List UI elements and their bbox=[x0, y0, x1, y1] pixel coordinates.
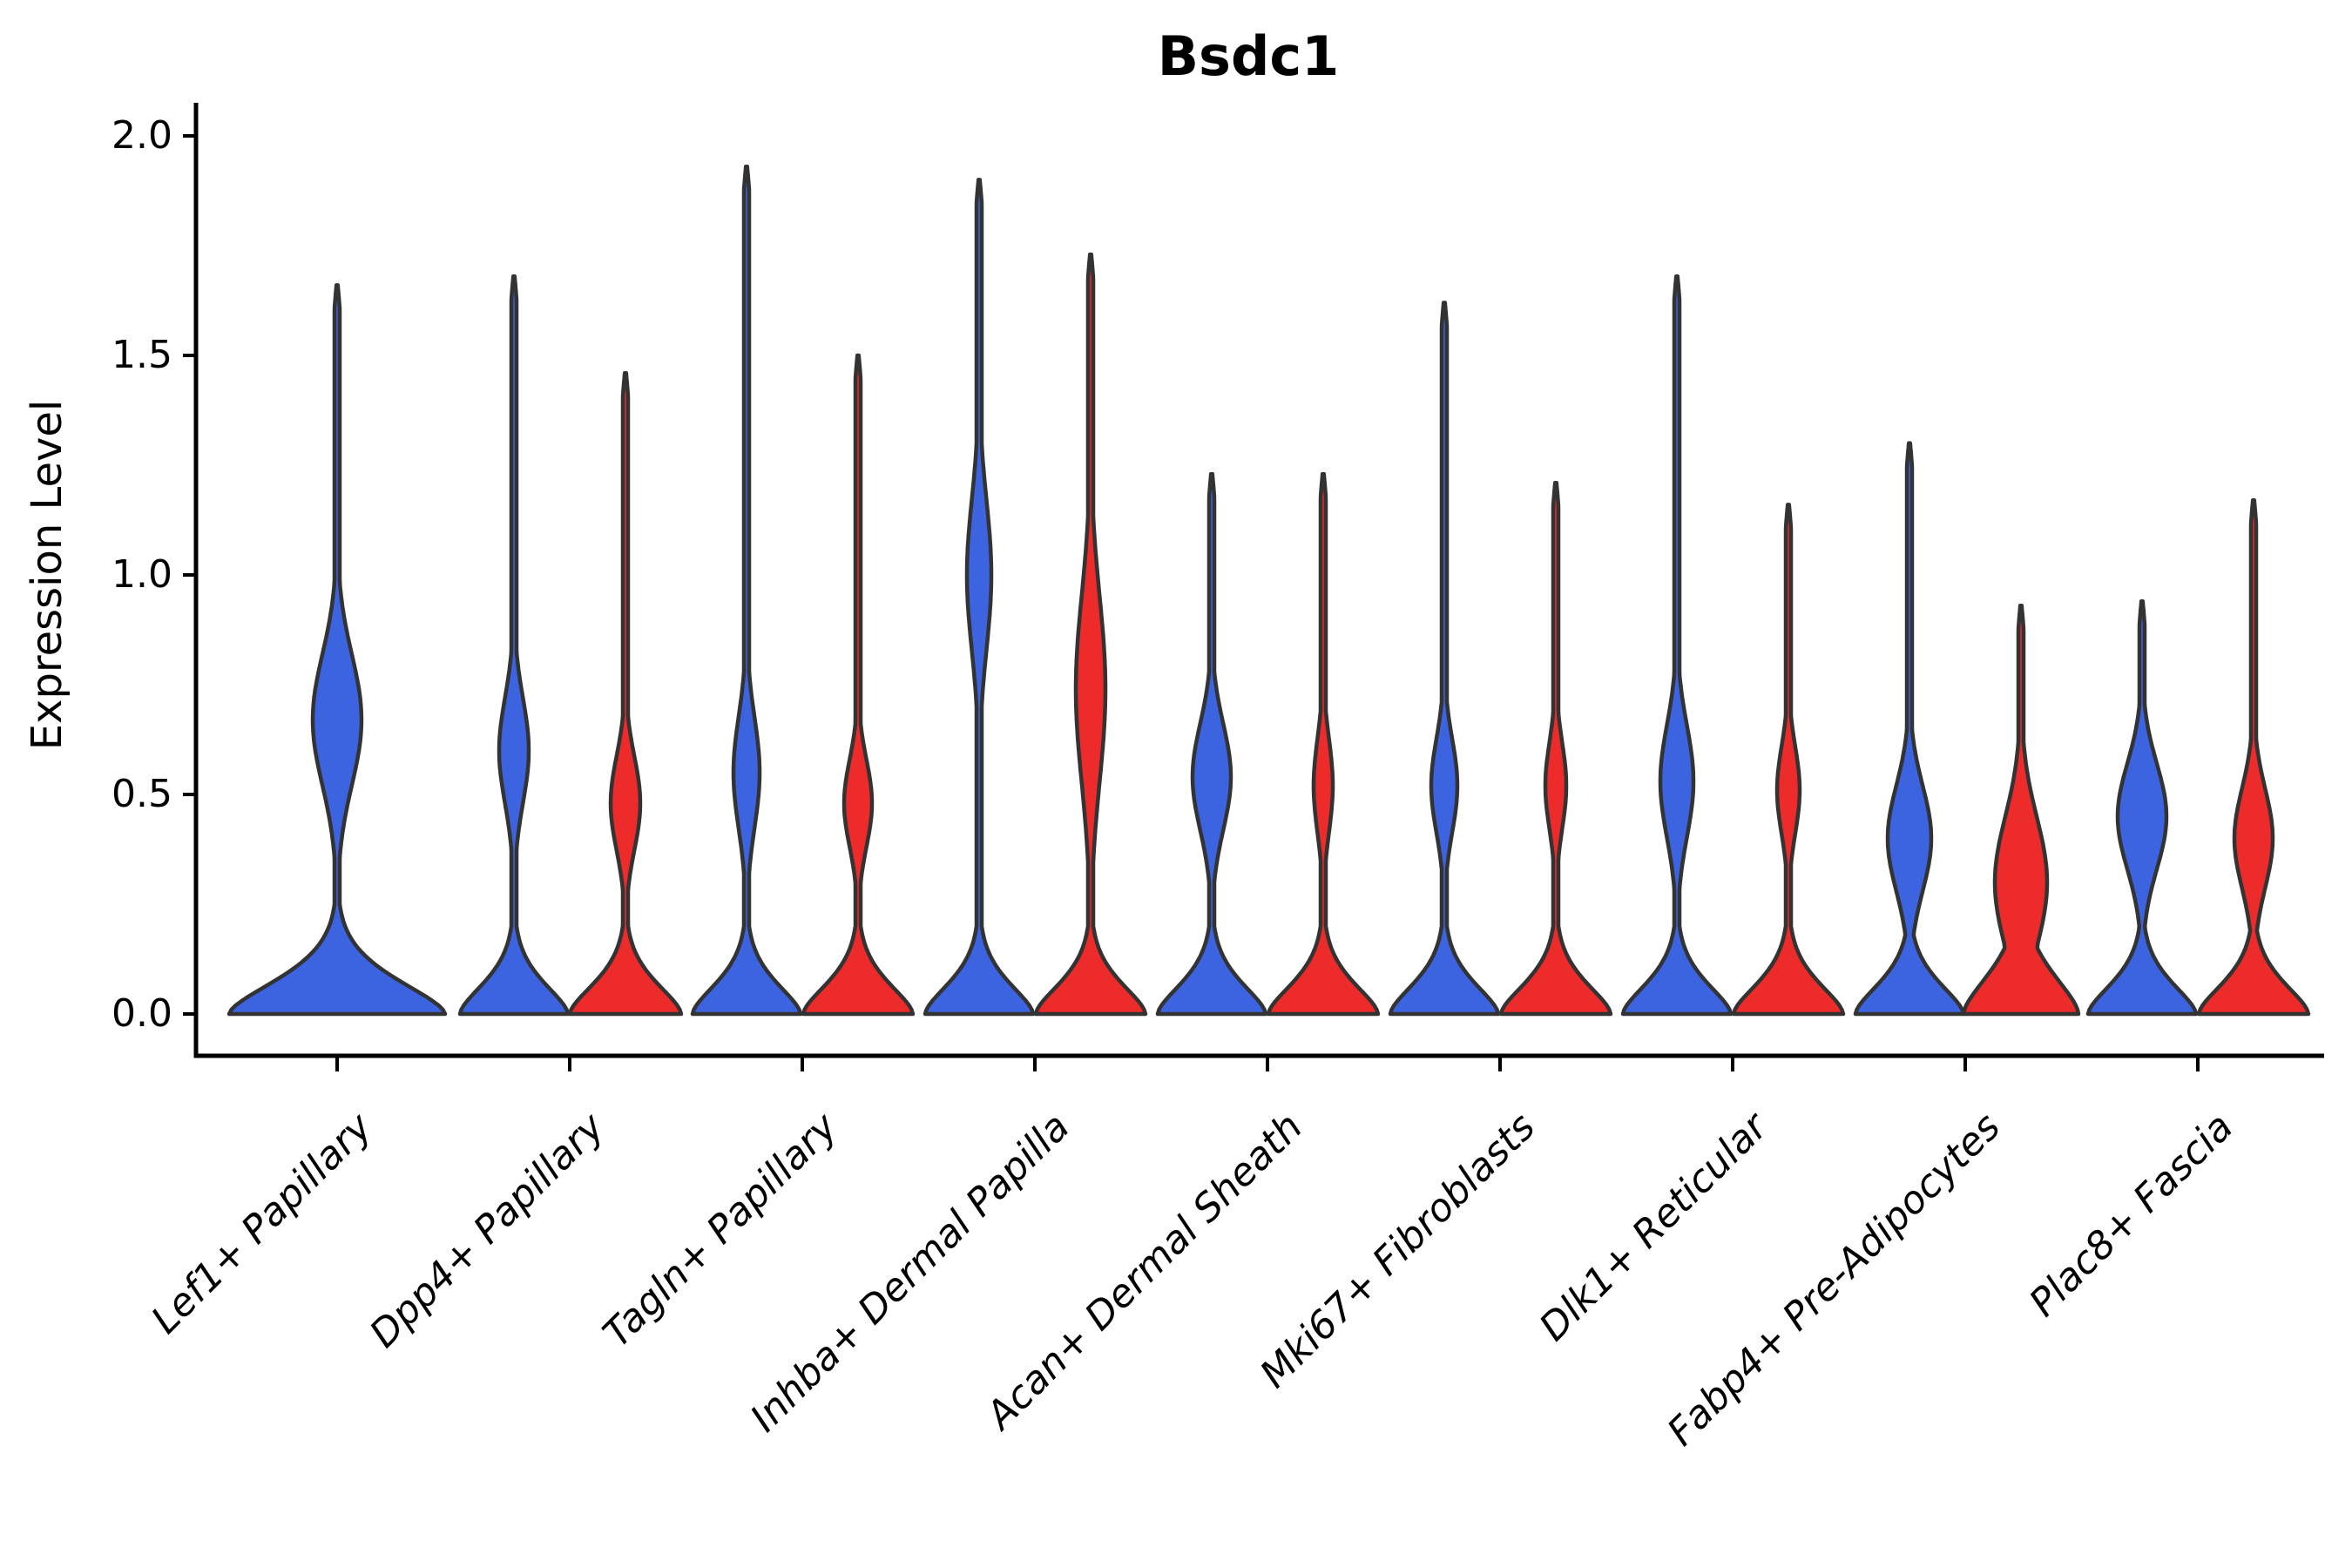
violin-dlk1-reticular-red bbox=[1731, 503, 1846, 1017]
violin-dpp4-papillary-red bbox=[567, 370, 684, 1017]
violin-mki67-fibroblasts-blue bbox=[1388, 301, 1501, 1017]
y-tick-label-1.0: 1.0 bbox=[112, 552, 172, 597]
violin-tagln-papillary-blue bbox=[690, 165, 803, 1017]
violin-dpp4-papillary-blue bbox=[457, 274, 571, 1017]
violin-fabp4-pre-adipocytes-blue bbox=[1853, 441, 1966, 1017]
violin-dlk1-reticular-blue bbox=[1620, 274, 1734, 1017]
violin-plac8-fascia-red bbox=[2196, 498, 2311, 1017]
violin-inhba-dermal-papilla-blue bbox=[923, 178, 1036, 1017]
violin-plac8-fascia-blue bbox=[2085, 598, 2199, 1017]
violin-mki67-fibroblasts-red bbox=[1498, 480, 1613, 1017]
chart-title: Bsdc1 bbox=[1157, 24, 1340, 88]
violin-lef1-papillary-blue bbox=[226, 283, 448, 1017]
violin-inhba-dermal-papilla-red bbox=[1033, 252, 1148, 1017]
y-tick-label-2.0: 2.0 bbox=[112, 113, 172, 158]
y-tick-label-0.5: 0.5 bbox=[112, 772, 172, 816]
violin-acan-dermal-sheath-red bbox=[1266, 471, 1381, 1017]
violin-fabp4-pre-adipocytes-red bbox=[1961, 604, 2081, 1017]
y-tick-label-1.5: 1.5 bbox=[112, 333, 172, 377]
violin-acan-dermal-sheath-blue bbox=[1155, 471, 1268, 1017]
violin-tagln-papillary-red bbox=[801, 353, 916, 1017]
y-tick-label-0.0: 0.0 bbox=[112, 991, 172, 1036]
